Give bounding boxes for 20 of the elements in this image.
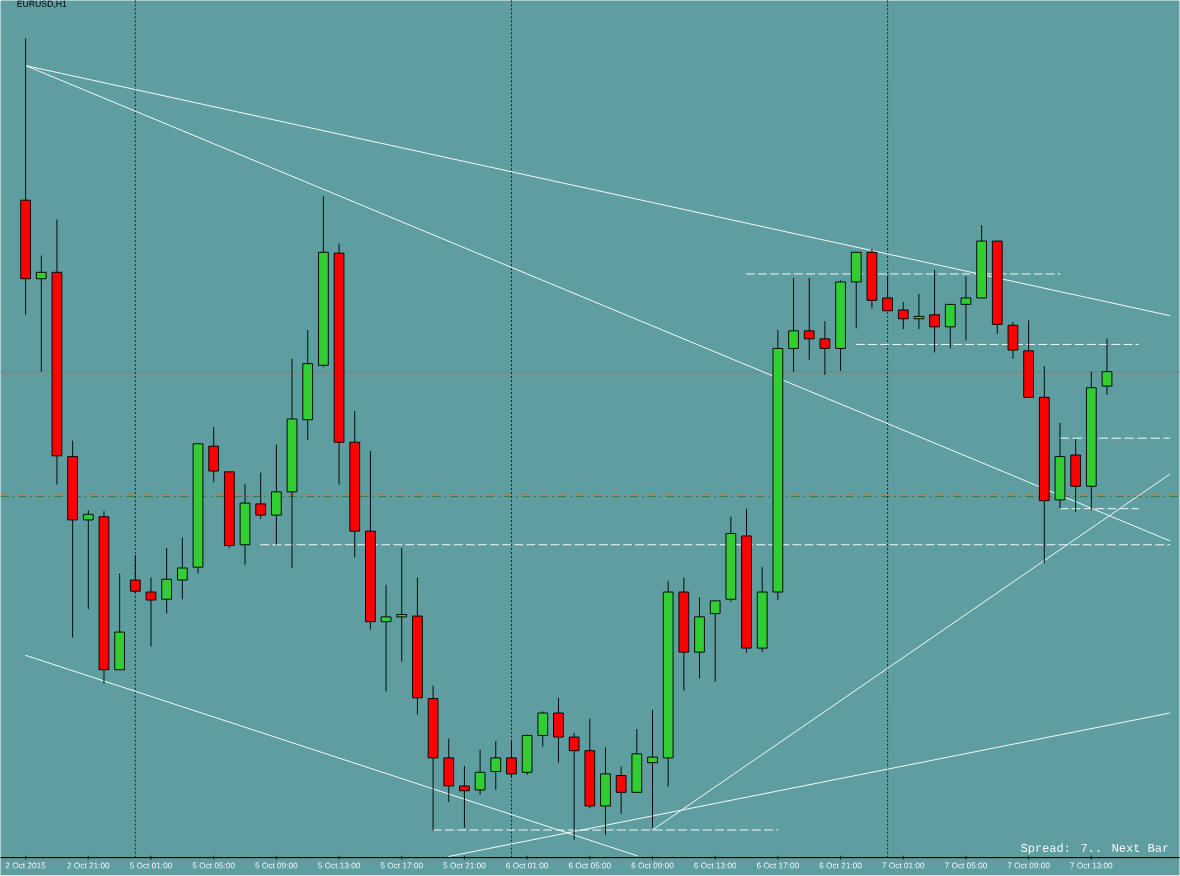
x-tick-label: 7 Oct 01:00 — [882, 862, 925, 869]
text: Spread: 7.. Next Bar — [1020, 843, 1169, 855]
x-tick-label: 6 Oct 21:00 — [819, 862, 862, 869]
x-tick-label: 5 Oct 01:00 — [129, 862, 172, 869]
x-tick-label: 5 Oct 13:00 — [318, 862, 361, 869]
x-tick-label: 6 Oct 01:00 — [506, 862, 549, 869]
x-tick-label: 6 Oct 13:00 — [694, 862, 737, 869]
x-tick-label: 6 Oct 17:00 — [756, 862, 799, 869]
x-tick-label: 5 Oct 09:00 — [255, 862, 298, 869]
x-tick-label: 6 Oct 05:00 — [568, 862, 611, 869]
x-tick-label: 7 Oct 13:00 — [1070, 862, 1113, 869]
chart-title: EURUSD,H1 — [17, 0, 67, 9]
x-tick-label: 5 Oct 17:00 — [380, 862, 423, 869]
x-tick-label: 2 Oct 2015 — [5, 862, 46, 869]
x-tick-label: 7 Oct 09:00 — [1007, 862, 1050, 869]
x-tick-label: 2 Oct 21:00 — [67, 862, 110, 869]
x-tick-label: 6 Oct 09:00 — [631, 862, 674, 869]
x-tick-label: 7 Oct 05:00 — [945, 862, 987, 869]
x-tick-label: 5 Oct 21:00 — [443, 862, 486, 869]
x-tick-label: 5 Oct 05:00 — [192, 862, 235, 869]
